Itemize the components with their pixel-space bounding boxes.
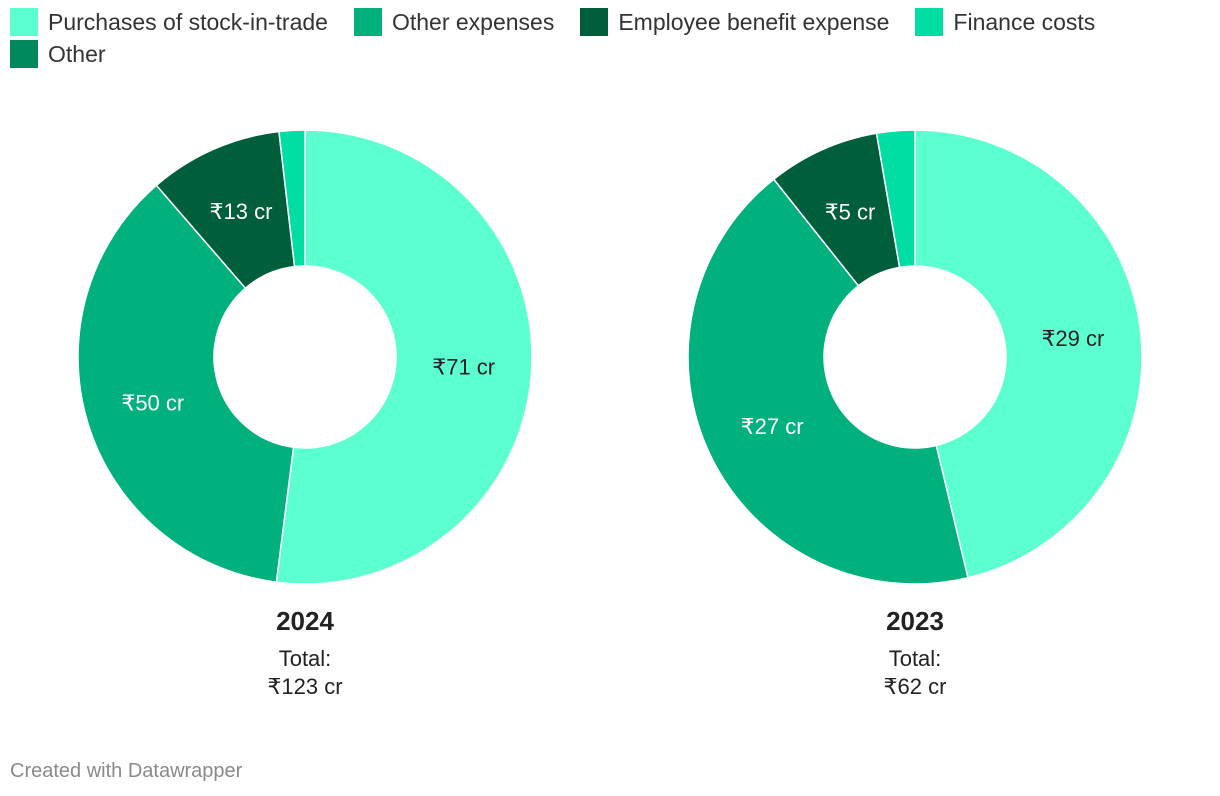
datawrapper-credit: Created with Datawrapper [10, 760, 243, 782]
chart-total-value: ₹123 cr [267, 674, 342, 699]
legend-swatch [353, 8, 382, 36]
legend-label: Employee benefit expense [618, 9, 890, 35]
legend: Purchases of stock-in-trade Other expens… [10, 8, 1190, 68]
slice-purchases-of-stock-in-trade[interactable] [914, 129, 1143, 579]
chart-total-value: ₹62 cr [884, 674, 947, 699]
legend-label: Other [48, 41, 106, 67]
donut-chart-2024: ₹71 cr ₹50 cr ₹13 cr 2024 Total: ₹123 cr [77, 129, 533, 699]
chart-total-label: Total: [889, 646, 942, 671]
legend-item-other-expenses: Other expenses [353, 8, 555, 36]
chart-title: 2023 [886, 606, 944, 636]
legend-label: Purchases of stock-in-trade [48, 9, 328, 35]
legend-label: Finance costs [953, 9, 1096, 35]
legend-item-finance-costs: Finance costs [915, 8, 1095, 36]
legend-label: Other expenses [391, 9, 555, 35]
slice-data-label: ₹71 cr [432, 355, 495, 380]
slice-data-label: ₹27 cr [741, 414, 804, 439]
slice-purchases-of-stock-in-trade[interactable] [275, 129, 533, 585]
slice-finance-costs[interactable] [875, 129, 916, 269]
slice-data-label: ₹5 cr [825, 199, 876, 224]
slice-data-label: ₹50 cr [121, 390, 184, 415]
legend-swatch [10, 40, 38, 68]
legend-item-purchases: Purchases of stock-in-trade [10, 8, 328, 36]
chart-title: 2024 [276, 606, 334, 636]
legend-item-other: Other [10, 40, 106, 68]
slice-other-expenses[interactable] [77, 184, 295, 584]
slice-data-label: ₹13 cr [210, 199, 273, 224]
legend-swatch [10, 8, 38, 36]
legend-swatch [915, 8, 944, 36]
donut-chart-2023: ₹29 cr ₹27 cr ₹5 cr 2023 Total: ₹62 cr [687, 129, 1143, 699]
legend-swatch [580, 8, 609, 36]
slice-data-label: ₹29 cr [1041, 326, 1104, 351]
legend-item-employee-benefit: Employee benefit expense [580, 8, 889, 36]
slice-finance-costs[interactable] [278, 129, 306, 268]
chart-total-label: Total: [279, 646, 332, 671]
slice-other-expenses[interactable] [687, 178, 969, 585]
